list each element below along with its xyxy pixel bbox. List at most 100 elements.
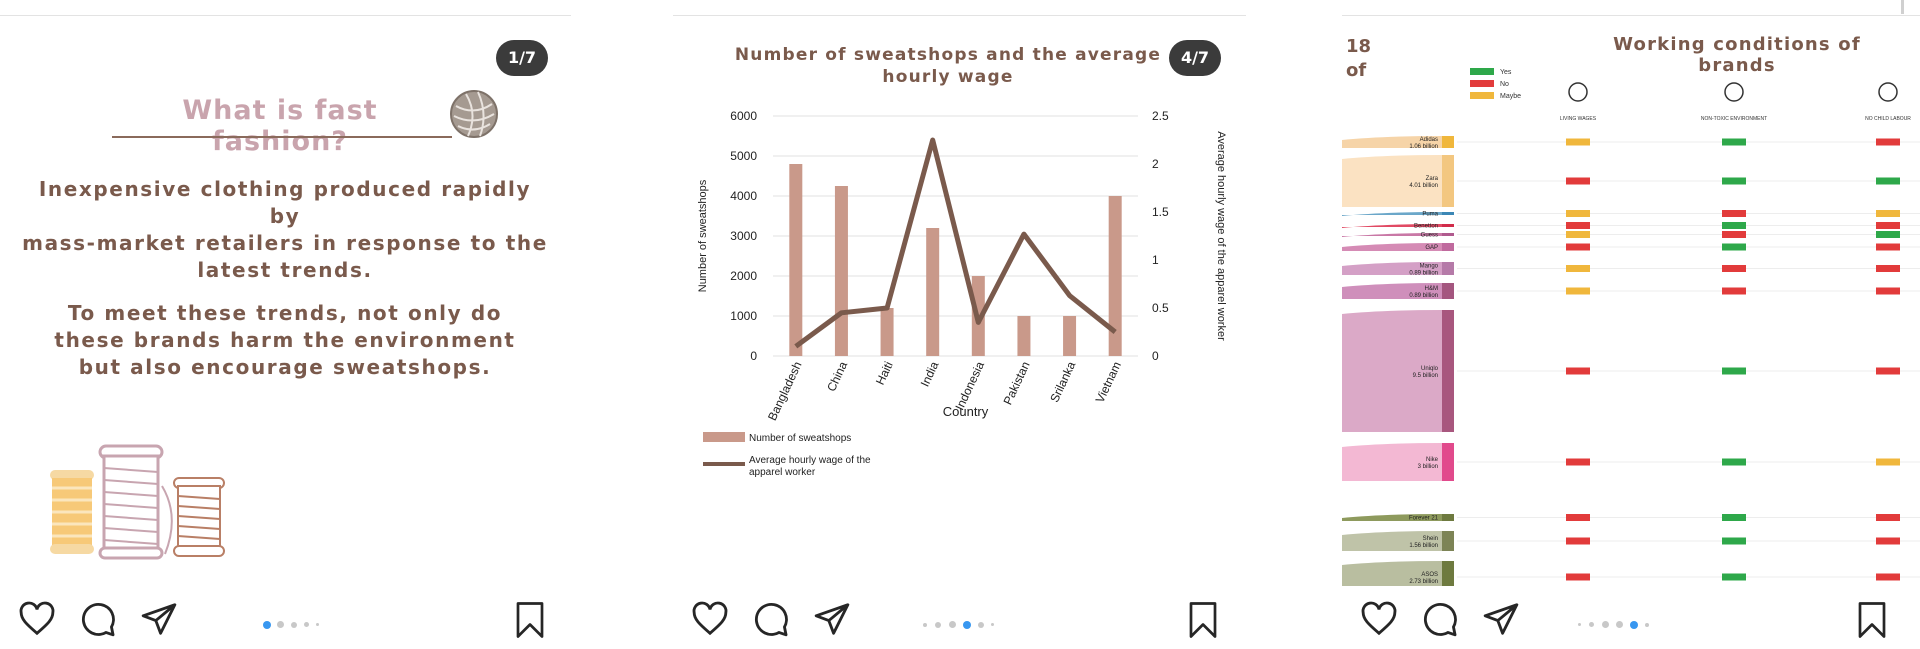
combo-chart: 0 1000 2000 3000 4000 5000 6000 0 0.5 1 1.5 2 2.5 Ban… [697,109,1227,478]
status-cell [1876,265,1900,272]
brand-name: Benetton [1414,224,1438,230]
post-divider [0,15,571,16]
heart-icon[interactable] [691,600,729,638]
brand-value: 0.89 billion [1409,293,1438,299]
share-icon[interactable] [140,600,178,638]
x-tick-label: Bangladesh [765,359,804,422]
brand-band [1342,262,1442,275]
brand-name: GAP [1425,245,1438,251]
brand-band [1342,224,1442,228]
slide-title: Working conditions of brands [1613,34,1861,76]
brand-band [1342,136,1442,148]
brand-band-edge [1442,531,1454,551]
bar [1017,316,1031,356]
status-cell [1722,265,1746,272]
status-cell [1876,514,1900,521]
brand-name: Nike [1426,457,1439,463]
status-cell [1566,210,1590,217]
brand-conditions-chart: Yes No Maybe LIVING WAGES NON-TOXIC ENVIRONM… [1342,68,1920,586]
sweatshop-text: To meet these trends, not only do these … [20,300,550,381]
carousel-dot [991,623,994,626]
legend-label: apparel worker [749,467,816,478]
brand-band-edge [1442,283,1454,299]
status-cell [1722,537,1746,545]
legend-label: No [1500,81,1509,88]
status-cell [1566,367,1590,375]
brand-band-edge [1442,233,1454,236]
comment-icon[interactable] [752,600,790,638]
carousel-dot [1645,623,1649,627]
share-icon[interactable] [1482,600,1520,638]
brand-value: 9.5 billion [1413,373,1438,379]
brand-band [1342,443,1442,481]
brand-name: Zara [1426,176,1439,182]
carousel-dot [978,622,984,628]
text-line: Inexpensive clothing produced rapidly by [38,177,532,228]
brand-name: Puma [1422,212,1438,218]
chart-title: Number of sweatshops and the average hou… [733,44,1163,88]
brand-value: 1.56 billion [1409,543,1438,549]
text-line: To meet these trends, not only do [67,301,503,325]
status-cell [1722,222,1746,229]
scrollbar[interactable] [1901,0,1904,14]
legend-swatch [1470,80,1494,87]
brand-name: H&M [1425,286,1438,292]
brand-name: Uniqlo [1421,366,1439,372]
carousel-dot [1589,622,1594,627]
x-tick-label: Haiti [873,359,896,387]
comment-icon[interactable] [79,600,117,638]
post-actions [0,600,571,644]
status-cell [1722,210,1746,217]
carousel-slide[interactable]: 1/7 What is fast fashion? Inexpensive cl… [0,16,571,586]
y2-tick-label: 2 [1152,157,1159,171]
status-cell [1722,177,1746,185]
y2-tick-label: 1 [1152,253,1159,267]
column-header-label: NON-TOXIC ENVIRONMENT [1701,116,1767,122]
share-icon[interactable] [813,600,851,638]
heart-icon[interactable] [1360,600,1398,638]
brand-band [1342,531,1442,551]
comment-icon[interactable] [1421,600,1459,638]
bookmark-icon[interactable] [1185,600,1221,640]
bookmark-icon[interactable] [512,600,548,640]
status-cell [1876,138,1900,146]
brand-value: 1.06 billion [1409,144,1438,150]
legend-label: Average hourly wage of the [749,455,871,466]
carousel-dot [304,622,309,627]
carousel-dot [923,623,927,627]
legend-swatch [1470,92,1494,99]
status-cell [1566,537,1590,545]
status-cell [1722,514,1746,521]
brand-name: Mango [1420,264,1439,270]
brand-band-edge [1442,224,1454,227]
status-cell [1876,231,1900,238]
brand-band [1342,514,1442,521]
bookmark-icon[interactable] [1854,600,1890,640]
brand-value: 0.89 billion [1409,271,1438,277]
carousel-dots [263,621,333,629]
chart-title-line: Number of sweatshops and the average [734,45,1162,65]
chart-title-line: hourly wage [882,67,1014,87]
carousel-dot-active [1630,621,1638,629]
y2-tick-label: 0 [1152,349,1159,363]
heart-icon[interactable] [18,600,56,638]
brand-value: 4.01 billion [1409,183,1438,189]
brand-band-edge [1442,243,1454,251]
x-tick-label: Vietnam [1093,359,1124,405]
text-line: but also encourage sweatshops. [78,355,492,379]
status-cell [1876,210,1900,217]
carousel-dot [935,622,941,628]
text-line: latest trends. [197,258,373,282]
carousel-dot [316,623,319,626]
carousel-slide[interactable]: 18 of Working conditions of brands Yes No… [1342,16,1920,586]
status-cell [1566,287,1590,295]
status-cell [1876,367,1900,375]
status-cell [1566,177,1590,185]
column-header-label: NO CHILD LABOUR [1865,116,1911,122]
status-cell [1722,573,1746,581]
post-slide-5: 18 of Working conditions of brands Yes No… [1342,0,1920,649]
cropped-heading-fragment: of [1346,60,1367,81]
carousel-slide[interactable]: 4/7 Number of sweatshops and the average… [673,16,1246,586]
status-cell [1722,287,1746,295]
wage-line [794,137,1117,349]
